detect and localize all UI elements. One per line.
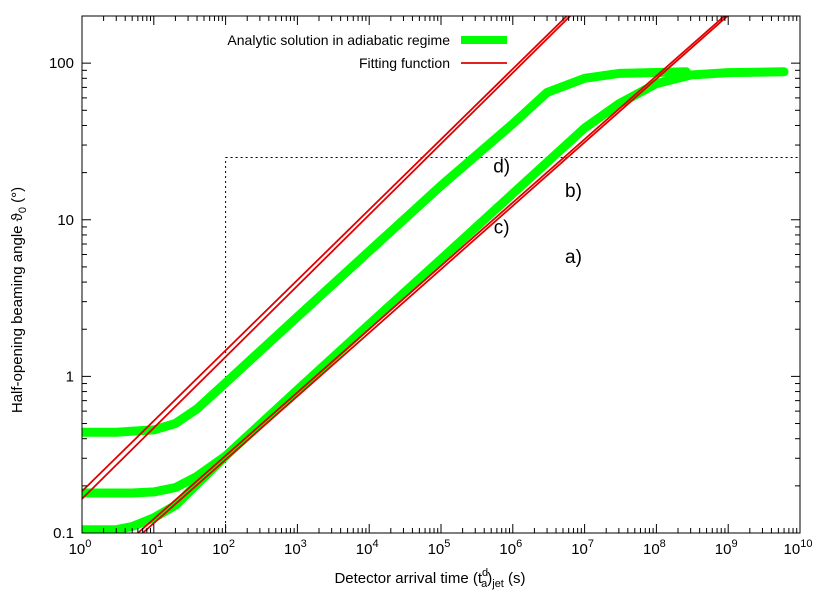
x-axis-title: Detector arrival time (td a)jet (s)	[334, 567, 525, 590]
series-line-upper-analytic	[82, 67, 691, 437]
x-tick-exp: 9	[731, 538, 737, 550]
x-tick-label: 106	[499, 538, 522, 558]
series-annotation: d)	[493, 157, 510, 178]
series-line-upper-inner-analytic	[82, 451, 231, 498]
x-tick-label: 107	[571, 538, 594, 558]
y-tick-label: 0.1	[53, 525, 74, 542]
x-tick-base: 10	[784, 541, 801, 558]
series-line-fit-d	[82, 16, 569, 492]
x-tick-label: 105	[428, 538, 451, 558]
axis-ticks: 100 101 102 103 104 105 106 107 108 109 10100.1110…	[49, 15, 813, 558]
x-axis-title-sub2: jet	[491, 578, 504, 590]
x-axis-title-sub: a	[481, 578, 488, 590]
x-tick-exp: 2	[229, 538, 235, 550]
x-axis-title-prefix: Detector arrival time (t	[334, 570, 482, 587]
x-tick-label: 100	[69, 538, 92, 558]
y-tick-label: 1	[66, 368, 74, 385]
series-layer	[82, 16, 789, 533]
x-tick-base: 10	[428, 541, 445, 558]
x-tick-label: 1010	[784, 538, 813, 558]
annotations: d) b) c) a)	[493, 157, 582, 268]
x-tick-label: 108	[643, 538, 666, 558]
x-tick-exp: 10	[800, 538, 812, 550]
series-annotation: c)	[494, 217, 510, 238]
y-axis-title-prefix: Half-opening beaming angle ϑ	[9, 212, 26, 413]
y-axis-title-sub: 0	[17, 207, 29, 213]
y-axis-title: Half-opening beaming angle ϑ0 (°)	[9, 187, 29, 413]
x-tick-base: 10	[356, 541, 373, 558]
x-tick-base: 10	[284, 541, 301, 558]
x-tick-label: 101	[140, 538, 163, 558]
series-annotation: b)	[565, 181, 582, 202]
x-tick-label: 104	[356, 538, 379, 558]
x-axis-title-sup: d	[482, 567, 488, 579]
x-tick-exp: 6	[516, 538, 522, 550]
series-annotation: a)	[565, 247, 582, 268]
legend-label: Analytic solution in adiabatic regime	[227, 32, 450, 48]
x-tick-base: 10	[212, 541, 229, 558]
x-tick-exp: 7	[588, 538, 594, 550]
x-tick-exp: 3	[301, 538, 307, 550]
x-tick-exp: 8	[660, 538, 666, 550]
x-tick-base: 10	[571, 541, 588, 558]
legend: Analytic solution in adiabatic regime Fit…	[227, 32, 507, 71]
y-tick-label: 100	[49, 55, 74, 72]
y-axis-title-suffix: (°)	[9, 187, 26, 207]
x-tick-label: 103	[284, 538, 307, 558]
series-line-fit-b	[137, 16, 726, 533]
legend-label: Fitting function	[359, 55, 450, 71]
x-axis-title-suffix: (s)	[504, 570, 526, 587]
x-tick-base: 10	[140, 541, 157, 558]
series-line-lower-analytic	[82, 67, 789, 533]
x-tick-base: 10	[643, 541, 660, 558]
x-tick-label: 102	[212, 538, 235, 558]
series-line-fit-c	[82, 16, 572, 500]
x-tick-exp: 4	[372, 538, 378, 550]
x-tick-exp: 1	[157, 538, 163, 550]
x-tick-base: 10	[69, 541, 86, 558]
x-tick-base: 10	[715, 541, 732, 558]
x-tick-base: 10	[499, 541, 516, 558]
x-tick-label: 109	[715, 538, 738, 558]
x-tick-exp: 0	[85, 538, 91, 550]
y-tick-label: 10	[57, 212, 74, 229]
series-line-fit-a	[142, 16, 729, 533]
x-axis-title-mid: )	[487, 570, 492, 587]
reference-lines	[225, 156, 800, 533]
x-tick-exp: 5	[444, 538, 450, 550]
